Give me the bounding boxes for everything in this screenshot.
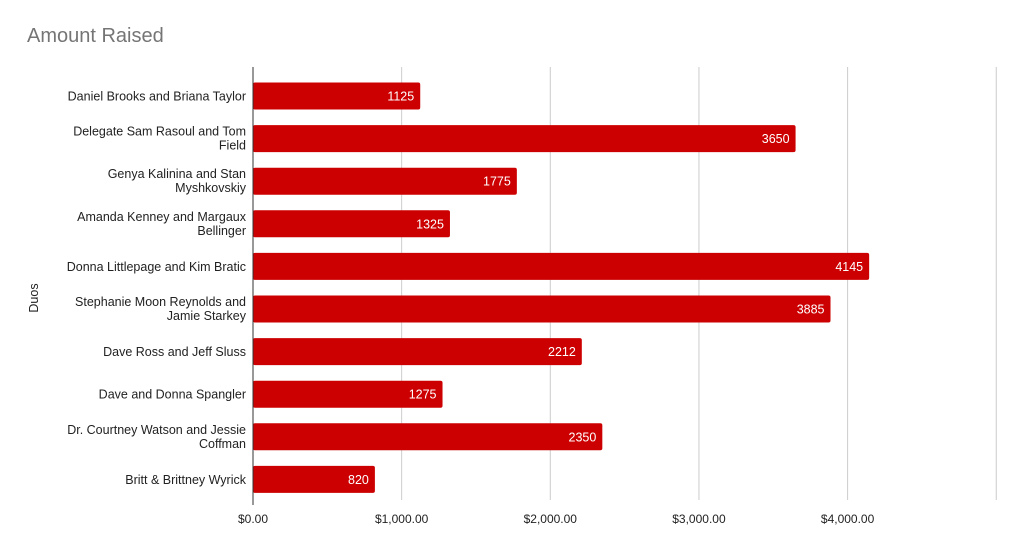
category-label: Donna Littlepage and Kim Bratic	[67, 260, 246, 274]
data-label: 3885	[797, 303, 825, 317]
data-label: 2212	[548, 345, 576, 359]
category-label: Dave Ross and Jeff Sluss	[103, 345, 246, 359]
bar	[253, 252, 870, 280]
bar	[253, 167, 517, 195]
bar	[253, 465, 375, 493]
bar	[253, 295, 831, 323]
bars: 1125 3650 1775 1325 4145 3885 2212 1275 2350 820	[253, 82, 870, 493]
data-label: 3650	[762, 132, 790, 146]
category-label: Dr. Courtney Watson and Jessie Coffman	[67, 423, 246, 451]
data-label: 1275	[409, 388, 437, 402]
data-label: 1325	[416, 217, 444, 231]
x-tick-labels: $0.00 $1,000.00 $2,000.00 $3,000.00 $4,000.0…	[238, 512, 875, 526]
x-tick-label: $4,000.00	[821, 512, 875, 526]
bar	[253, 338, 582, 366]
category-label: Stephanie Moon Reynolds and Jamie Starkey	[75, 295, 247, 323]
bar	[253, 125, 796, 153]
data-label: 820	[348, 473, 369, 487]
category-label: Dave and Donna Spangler	[99, 388, 246, 402]
data-label: 2350	[569, 430, 597, 444]
category-label: Genya Kalinina and Stan Myshkovskiy	[108, 167, 247, 195]
x-tick-label: $0.00	[238, 512, 268, 526]
chart-title: Amount Raised	[27, 25, 164, 47]
x-tick-label: $3,000.00	[672, 512, 726, 526]
category-label: Amanda Kenney and Margaux Bellinger	[77, 210, 247, 238]
x-tick-label: $1,000.00	[375, 512, 429, 526]
data-label: 1775	[483, 175, 511, 189]
data-label: 4145	[835, 260, 863, 274]
category-label: Delegate Sam Rasoul and Tom Field	[73, 125, 246, 153]
bar	[253, 210, 450, 238]
y-axis-title: Duos	[27, 283, 41, 312]
data-label: 1125	[387, 90, 414, 104]
category-label: Britt & Brittney Wyrick	[125, 473, 246, 487]
bar	[253, 380, 443, 408]
category-label: Daniel Brooks and Briana Taylor	[68, 90, 246, 104]
bar	[253, 423, 603, 451]
x-tick-label: $2,000.00	[524, 512, 578, 526]
bar	[253, 82, 421, 110]
category-labels: Daniel Brooks and Briana Taylor Delegate …	[67, 90, 247, 487]
